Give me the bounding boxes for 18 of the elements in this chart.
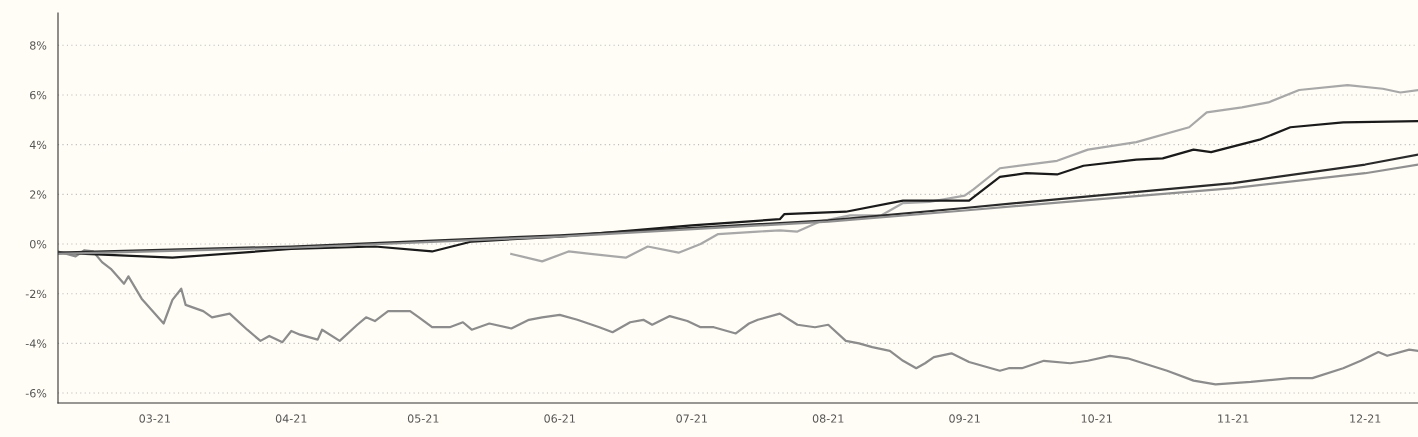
y-tick-label: 2% <box>30 190 47 199</box>
x-tick-label: 05-21 <box>407 414 439 423</box>
x-tick-label: 03-21 <box>139 414 170 423</box>
y-tick-label: 8% <box>30 41 47 50</box>
y-tick-label: 6% <box>30 90 47 100</box>
y-tick-label: -2% <box>25 289 47 299</box>
y-tick-label: 4% <box>29 140 47 150</box>
x-tick-label: 11-21 <box>1218 414 1249 423</box>
x-tick-label: 09-21 <box>949 414 980 423</box>
x-tick-label: 07-21 <box>676 414 707 423</box>
y-tick-label: -4% <box>25 339 47 348</box>
x-tick-label: 08-21 <box>812 414 844 423</box>
x-tick-label: 04-21 <box>275 414 307 423</box>
y-tick-label: 0% <box>29 239 47 249</box>
y-tick-label: -6% <box>25 389 47 398</box>
x-tick-label: 10-21 <box>1081 414 1112 423</box>
x-tick-label: 06-21 <box>544 414 575 423</box>
x-tick-label: 12-21 <box>1350 414 1381 423</box>
